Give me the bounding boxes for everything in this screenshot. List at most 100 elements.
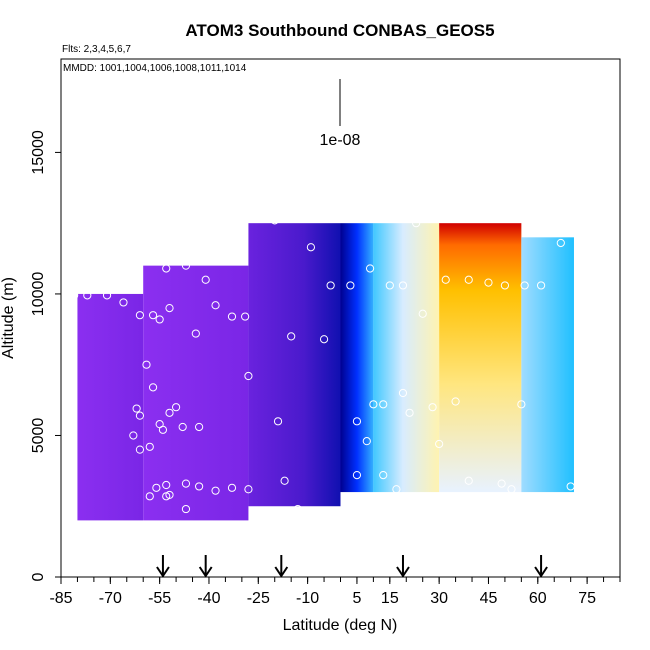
sample-point	[398, 281, 408, 290]
sample-point	[211, 486, 220, 495]
y-tick-label: 15000	[30, 130, 47, 175]
sample-point	[158, 425, 168, 434]
x-tick-label: 5	[352, 590, 361, 607]
sample-point	[201, 275, 210, 284]
sample-point	[227, 312, 237, 321]
arrow-head	[534, 566, 548, 578]
sample-point	[162, 492, 171, 501]
profile-4	[340, 223, 374, 493]
y-axis: 0 5000 10000 15000	[30, 130, 61, 581]
x-tick-label: 30	[430, 590, 448, 607]
sample-point	[211, 301, 220, 310]
sample-point	[379, 470, 388, 480]
chart-title: ATOM3 Southbound CONBAS_GEOS5	[185, 21, 494, 40]
sample-point	[155, 315, 164, 324]
sample-point	[464, 275, 473, 284]
sample-point	[162, 480, 171, 490]
sample-point	[125, 275, 135, 284]
sample-point	[181, 261, 191, 270]
sample-point	[244, 371, 253, 381]
sample-point	[171, 403, 181, 412]
sample-point	[135, 411, 145, 420]
latitude-arrow	[396, 555, 410, 578]
sample-point	[181, 479, 191, 488]
sample-point	[346, 281, 355, 290]
sample-point	[142, 360, 151, 369]
profile-5	[373, 223, 440, 493]
sample-point	[135, 445, 145, 454]
latitude-arrow	[198, 555, 213, 578]
sample-point	[566, 482, 575, 491]
sample-point	[517, 400, 526, 409]
sample-point	[145, 492, 154, 501]
sample-point	[152, 483, 161, 492]
sample-point	[178, 422, 187, 432]
scale-bar-label: 1e-08	[320, 132, 361, 149]
x-tick-label: 60	[529, 590, 547, 607]
sample-point	[287, 332, 296, 341]
sample-point	[520, 281, 529, 290]
sample-point	[129, 431, 138, 440]
sample-point	[405, 408, 414, 417]
sample-point	[556, 238, 565, 248]
sample-point	[441, 275, 450, 284]
sample-point	[497, 479, 506, 488]
arrow-head	[274, 566, 289, 578]
profile-2	[143, 265, 249, 521]
sample-point	[398, 388, 408, 398]
sample-point	[270, 216, 279, 225]
arrow-head	[156, 566, 170, 578]
arrow-head	[396, 566, 410, 578]
sample-point	[181, 504, 191, 514]
sample-point	[385, 281, 394, 290]
x-tick-label: 15	[381, 590, 399, 607]
x-tick-label: -10	[296, 590, 319, 607]
sample-point	[145, 442, 154, 451]
sample-point	[293, 504, 302, 514]
x-tick-label: -70	[99, 590, 122, 607]
sample-point	[162, 264, 171, 273]
sample-point	[428, 403, 437, 412]
sample-point	[352, 470, 362, 480]
y-tick-label: 0	[30, 572, 47, 581]
sample-point	[244, 485, 253, 494]
sample-point	[379, 400, 388, 409]
sample-point	[326, 281, 335, 290]
sample-point	[418, 309, 427, 318]
sample-point	[280, 476, 289, 485]
sample-point	[273, 417, 283, 426]
sample-point	[148, 311, 158, 320]
sample-point	[148, 383, 158, 392]
sample-point	[102, 291, 112, 300]
sample-point	[195, 422, 204, 432]
sample-point	[362, 437, 371, 446]
y-axis-label: Altitude (m)	[0, 277, 17, 359]
flights-label: Flts: 2,3,4,5,6,7	[62, 44, 131, 55]
sample-point	[227, 483, 237, 492]
x-tick-label: -55	[148, 590, 171, 607]
sample-point	[112, 282, 122, 291]
x-tick-label: -85	[49, 590, 72, 607]
sample-point	[507, 485, 516, 494]
latitude-arrow	[274, 555, 289, 578]
sample-point	[319, 335, 329, 344]
sample-point	[352, 417, 362, 426]
dates-label: MMDD: 1001,1004,1006,1008,1011,1014	[63, 63, 247, 74]
sample-point	[369, 400, 378, 409]
latitude-arrows	[156, 555, 548, 578]
sample-point	[83, 291, 92, 300]
profile-3	[248, 223, 341, 507]
profile-1	[77, 293, 144, 521]
latitude-arrow	[156, 555, 170, 578]
sample-point	[306, 243, 316, 252]
sample-point	[191, 329, 200, 338]
sample-point	[135, 311, 145, 320]
sample-point	[165, 408, 174, 417]
sample-point	[241, 312, 250, 321]
x-tick-label: 45	[480, 590, 498, 607]
sample-point	[392, 485, 401, 494]
profile-7	[521, 237, 574, 493]
sample-point	[132, 404, 141, 413]
arrow-head	[198, 566, 213, 578]
